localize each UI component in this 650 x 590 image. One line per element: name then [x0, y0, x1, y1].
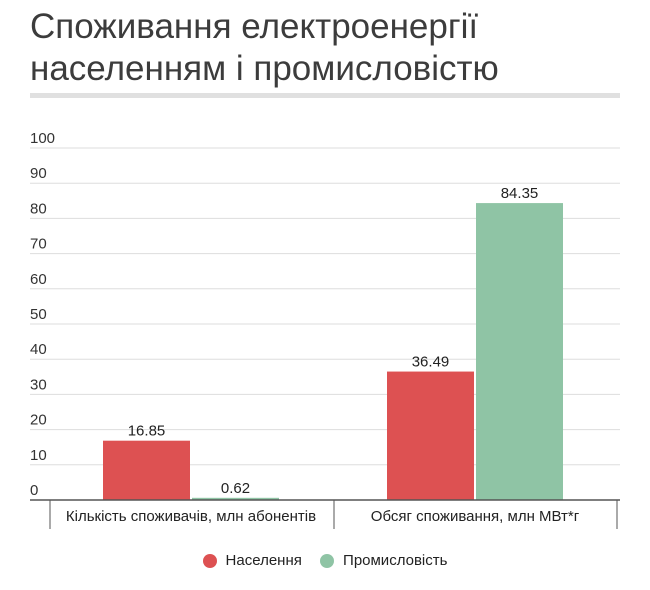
legend-item-series-1: Населення — [202, 552, 302, 569]
title-divider — [30, 93, 620, 98]
legend-label-series-1: Населення — [225, 552, 302, 569]
bar-value-label: 16.85 — [128, 423, 166, 440]
y-tick-label: 20 — [30, 412, 47, 429]
bar — [103, 440, 190, 500]
bar — [387, 371, 474, 500]
y-tick-label: 70 — [30, 236, 47, 253]
legend-marker-series-1 — [202, 553, 217, 568]
bar — [476, 203, 563, 500]
bar — [192, 497, 279, 500]
y-tick-label: 90 — [30, 165, 47, 182]
x-tick-label: Кількість споживачів, млн абонентів — [66, 508, 316, 525]
legend-item-series-2: Промисловість — [320, 552, 447, 569]
bar-chart: 0 10 20 30 40 50 60 70 80 90 100 16.85 36.49 0.62 84.… — [30, 130, 620, 529]
chart-title: Споживання електроенергії населенням і п… — [30, 7, 499, 88]
x-tick-label: Обсяг споживання, млн МВт*г — [371, 508, 580, 525]
y-tick-label: 40 — [30, 341, 47, 358]
legend-label-series-2: Промисловість — [343, 552, 448, 569]
bars — [103, 203, 563, 500]
legend-marker-series-2 — [320, 553, 335, 568]
bar-value-label: 84.35 — [501, 185, 539, 202]
y-tick-label: 80 — [30, 200, 47, 217]
y-axis-ticks: 0 10 20 30 40 50 60 70 80 90 100 — [30, 130, 55, 499]
y-tick-label: 60 — [30, 271, 47, 288]
bar-value-labels: 16.85 36.49 0.62 84.35 — [128, 185, 539, 497]
x-axis: Кількість споживачів, млн абонентів Обсяг… — [30, 499, 620, 529]
y-tick-label: 0 — [30, 482, 38, 499]
y-tick-label: 50 — [30, 306, 47, 323]
y-tick-label: 100 — [30, 130, 55, 147]
legend: Населення Промисловість — [0, 552, 650, 572]
bar-value-label: 0.62 — [221, 480, 250, 497]
y-tick-label: 30 — [30, 376, 47, 393]
y-tick-label: 10 — [30, 447, 47, 464]
bar-value-label: 36.49 — [412, 354, 450, 371]
